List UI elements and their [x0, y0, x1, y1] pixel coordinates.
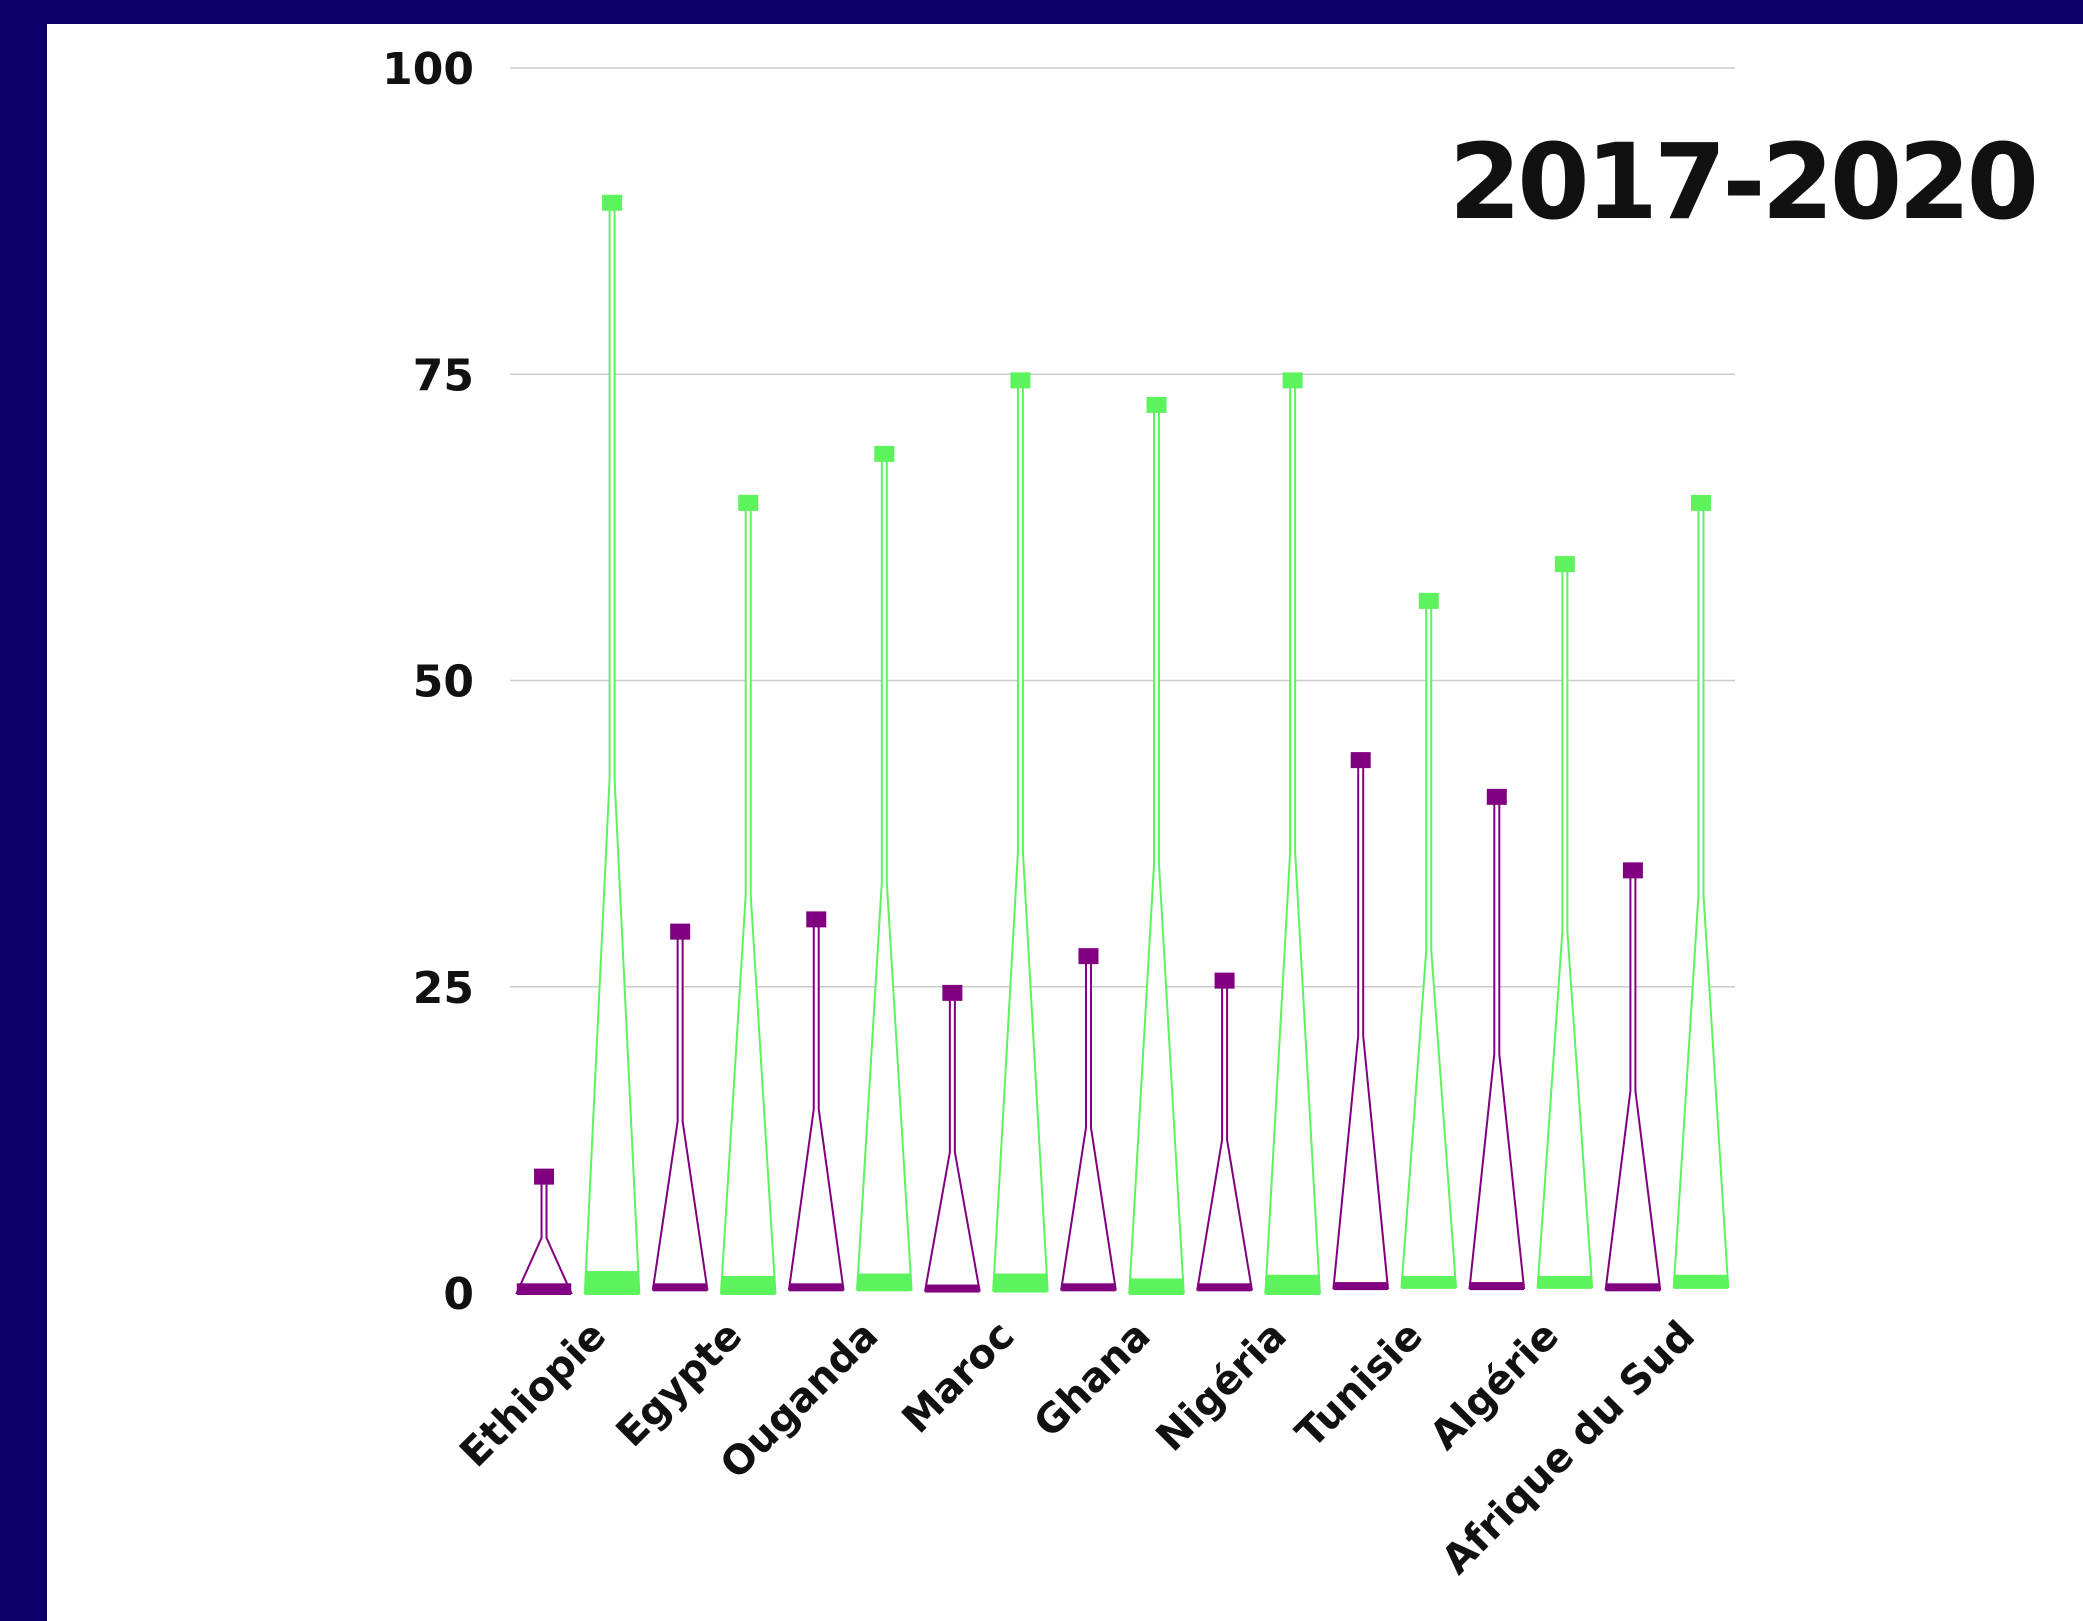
x-category-label: Tunisie — [1287, 1313, 1431, 1457]
violin-body — [923, 991, 981, 1292]
violin-median-band — [857, 1273, 912, 1292]
violin-body — [1332, 759, 1390, 1290]
violin-median-band — [652, 1283, 708, 1292]
x-category-label: Nigéria — [1148, 1313, 1296, 1461]
violin-max-marker — [1690, 494, 1711, 511]
violin-body — [1468, 795, 1526, 1290]
x-category-label: Ghana — [1025, 1313, 1159, 1447]
y-tick-label: 25 — [413, 963, 474, 1014]
violin-max-marker — [874, 445, 895, 462]
violin-max-marker — [534, 1168, 555, 1185]
violin-body — [1128, 403, 1185, 1294]
y-tick-label: 0 — [443, 1269, 474, 1320]
violin-body — [1400, 599, 1458, 1288]
violin-median-band — [993, 1273, 1048, 1293]
violin-max-marker — [1418, 592, 1439, 609]
violin-median-band — [789, 1283, 844, 1292]
violin-median-band — [925, 1284, 980, 1293]
violin-median-band — [1537, 1275, 1593, 1289]
violin-max-marker — [1010, 372, 1031, 389]
x-category-label: Afrique du Sud — [1433, 1313, 1704, 1584]
violin-body — [583, 201, 641, 1294]
violin-max-marker — [1350, 752, 1371, 769]
y-tick-label: 50 — [413, 657, 474, 708]
violin-max-marker — [602, 194, 623, 211]
violin-body — [1672, 501, 1730, 1288]
chart-title: 2017-2020 — [1449, 121, 2035, 243]
violin-max-marker — [1214, 972, 1235, 989]
violin-median-band — [1333, 1282, 1388, 1291]
violin-max-marker — [1146, 396, 1167, 413]
violin-median-band — [1061, 1283, 1116, 1292]
x-category-label: Maroc — [893, 1313, 1023, 1443]
violin-series — [515, 194, 1730, 1295]
violin-body — [992, 379, 1049, 1292]
violin-max-marker — [738, 494, 759, 511]
violin-body — [787, 918, 845, 1291]
violin-max-marker — [1622, 862, 1643, 879]
y-tick-label: 100 — [382, 44, 474, 95]
violin-median-band — [1469, 1282, 1525, 1291]
y-axis-ticks: 0 25 50 75 100 — [382, 44, 474, 1320]
violin-body — [1536, 563, 1594, 1288]
violin-median-band — [1129, 1278, 1184, 1295]
violin-median-band — [720, 1275, 776, 1295]
violin-max-marker — [942, 984, 963, 1001]
violin-max-marker — [1078, 948, 1099, 965]
violin-body — [1196, 979, 1253, 1291]
violin-median-band — [516, 1283, 572, 1295]
y-tick-label: 75 — [413, 350, 474, 401]
violin-body — [719, 501, 777, 1294]
violin-body — [1060, 955, 1117, 1291]
violin-max-marker — [1554, 556, 1575, 573]
violin-body — [651, 930, 709, 1291]
violin-median-band — [1265, 1274, 1320, 1295]
x-category-label: Ethiopie — [451, 1313, 615, 1477]
violin-max-marker — [1486, 788, 1507, 805]
violin-body — [856, 452, 913, 1291]
violin-body — [1604, 869, 1662, 1291]
violin-body — [515, 1175, 573, 1294]
violin-median-band — [1673, 1274, 1729, 1289]
violin-max-marker — [1282, 372, 1303, 389]
x-category-label: Egypte — [608, 1313, 751, 1456]
violin-median-band — [1605, 1283, 1661, 1292]
violin-median-band — [1401, 1275, 1456, 1289]
grid-lines — [510, 67, 1735, 988]
violin-median-band — [1197, 1283, 1252, 1292]
violin-body — [1264, 379, 1321, 1294]
violin-max-marker — [670, 923, 691, 940]
chart-panel — [47, 24, 2083, 1621]
violin-max-marker — [806, 911, 827, 928]
violin-median-band — [584, 1271, 640, 1295]
